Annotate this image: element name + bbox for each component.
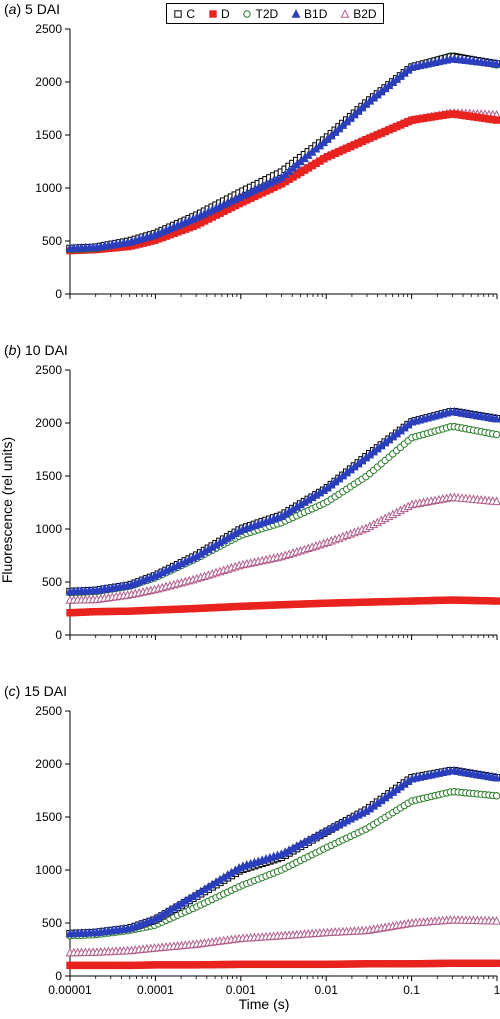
x-tick-label: 1 xyxy=(494,983,500,997)
legend-item-c: C xyxy=(173,7,195,21)
series-C xyxy=(66,53,500,253)
legend-marker xyxy=(340,8,350,18)
x-tick-label: 0.001 xyxy=(226,983,256,997)
series-B1D xyxy=(65,765,500,938)
data-point xyxy=(492,597,500,605)
y-tick-label: 500 xyxy=(42,575,62,589)
legend-item-b2d: B2D xyxy=(340,6,377,21)
legend-label: C xyxy=(186,6,196,21)
data-point xyxy=(492,59,500,68)
legend: C D T2D B1D B2D xyxy=(166,3,384,24)
y-axis-label: Fluorescence (rel units) xyxy=(0,437,15,583)
panel-b: (b) 10 DAI 0 500 1000 1500 2000 2500 xyxy=(4,342,500,642)
y-tick-label: 500 xyxy=(42,234,62,248)
y-tick-label: 0 xyxy=(55,969,62,983)
series-B1D xyxy=(65,54,500,253)
series-D xyxy=(66,596,500,617)
legend-marker xyxy=(243,9,252,18)
legend-marker xyxy=(291,8,301,18)
legend-marker-icon xyxy=(340,8,350,18)
legend-item-d: D xyxy=(208,7,230,21)
x-axis-label: Time (s) xyxy=(239,996,290,1012)
legend-label: D xyxy=(220,6,230,21)
data-point xyxy=(492,430,500,439)
data-point xyxy=(492,772,500,782)
x-tick-label: 0.00001 xyxy=(48,983,92,997)
y-tick-label: 2000 xyxy=(35,416,62,430)
legend-item-b1d: B1D xyxy=(291,7,327,21)
y-tick-label: 2500 xyxy=(35,704,62,718)
data-point xyxy=(492,116,500,124)
x-tick-label: 0.1 xyxy=(403,983,420,997)
legend-marker-icon xyxy=(174,9,183,18)
legend-label: B2D xyxy=(353,6,377,21)
y-tick-label: 1000 xyxy=(35,863,62,877)
data-point xyxy=(492,792,500,800)
y-tick-label: 2500 xyxy=(35,363,62,377)
y-tick-label: 1500 xyxy=(35,128,62,142)
data-point xyxy=(492,413,500,423)
panel-a: (a) 5 DAI 0 500 1000 1500 2000 2500 xyxy=(4,1,500,301)
panel-c: (c) 15 DAI 0 500 1000 1500 2000 2500 0.00001 0.0… xyxy=(4,683,500,997)
series-T2D xyxy=(66,788,500,940)
y-tick-label: 1500 xyxy=(35,469,62,483)
panel-title-b: (b) 10 DAI xyxy=(4,342,68,358)
y-tick-label: 1500 xyxy=(35,810,62,824)
y-tick-label: 2000 xyxy=(35,757,62,771)
series-B2D xyxy=(65,914,500,957)
series-B1D xyxy=(65,406,500,596)
x-tick-label: 0.0001 xyxy=(137,983,174,997)
data-point xyxy=(492,959,500,967)
y-tick-label: 1000 xyxy=(35,522,62,536)
y-tick-label: 2500 xyxy=(35,22,62,36)
series-D xyxy=(66,959,500,970)
legend-marker xyxy=(174,9,183,18)
legend-item-t2d: T2D xyxy=(242,7,278,21)
series-D xyxy=(66,110,500,255)
panel-title-a: (a) 5 DAI xyxy=(4,1,60,17)
legend-marker xyxy=(209,9,217,18)
series-B2D xyxy=(65,492,500,604)
y-tick-label: 500 xyxy=(42,916,62,930)
data-point xyxy=(492,915,500,925)
y-tick-label: 0 xyxy=(55,628,62,642)
legend-marker-icon xyxy=(209,9,217,18)
data-point xyxy=(492,496,500,506)
legend-marker-icon xyxy=(243,9,252,18)
legend-label: B1D xyxy=(304,6,328,21)
y-tick-label: 0 xyxy=(55,287,62,301)
y-tick-label: 2000 xyxy=(35,75,62,89)
legend-marker-icon xyxy=(291,8,301,18)
legend-label: T2D xyxy=(255,6,279,21)
y-tick-label: 1000 xyxy=(35,181,62,195)
x-tick-label: 0.01 xyxy=(315,983,339,997)
series-T2D xyxy=(66,52,500,254)
panel-title-c: (c) 15 DAI xyxy=(4,683,67,699)
